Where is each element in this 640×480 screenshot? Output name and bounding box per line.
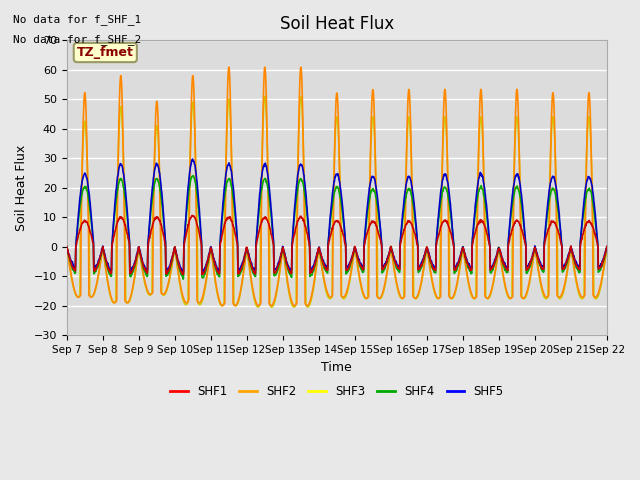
Text: No data for f_SHF_2: No data for f_SHF_2 (13, 34, 141, 45)
Title: Soil Heat Flux: Soil Heat Flux (280, 15, 394, 33)
Y-axis label: Soil Heat Flux: Soil Heat Flux (15, 144, 28, 231)
Text: No data for f_SHF_1: No data for f_SHF_1 (13, 14, 141, 25)
Text: TZ_fmet: TZ_fmet (77, 46, 134, 59)
Legend: SHF1, SHF2, SHF3, SHF4, SHF5: SHF1, SHF2, SHF3, SHF4, SHF5 (165, 381, 509, 403)
X-axis label: Time: Time (321, 360, 352, 373)
